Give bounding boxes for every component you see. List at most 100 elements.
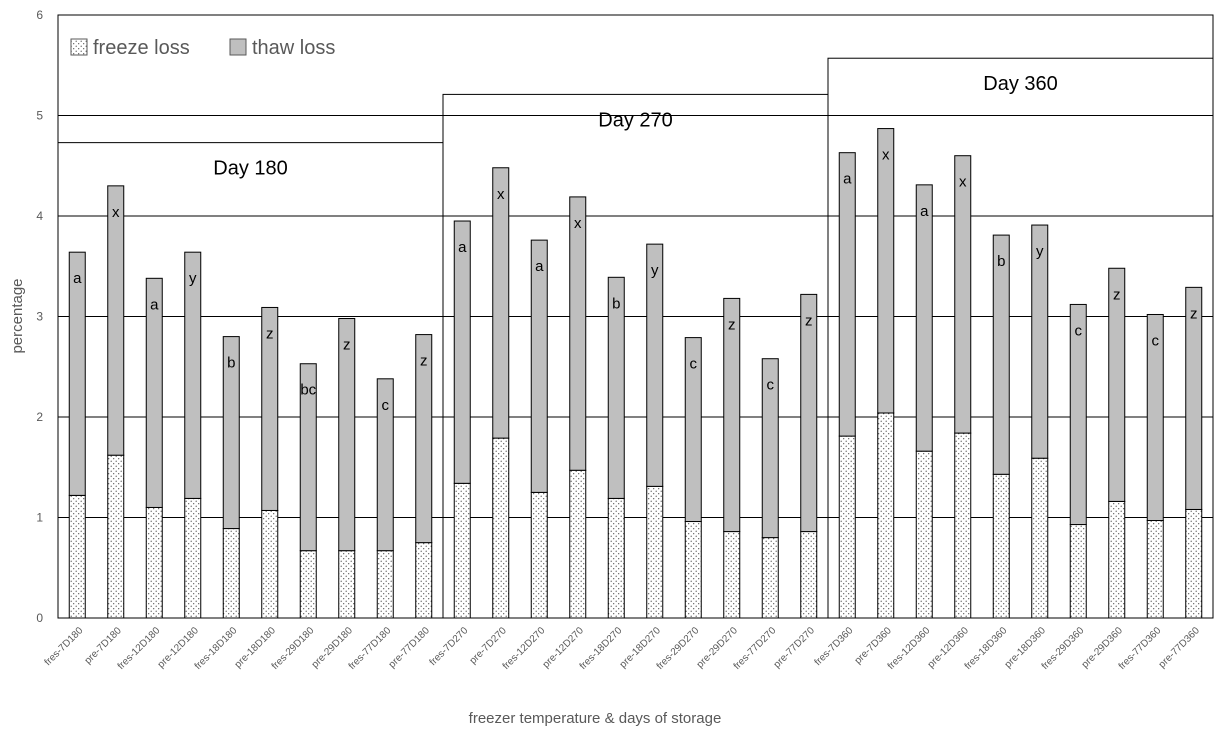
bar-thaw-loss: [992, 234, 1010, 475]
bar-freeze-loss: [607, 497, 625, 619]
x-axis-ticks: fres-7D180pre-7D180fres-12D180pre-12D180…: [43, 625, 1203, 672]
bar-letter-label: y: [1036, 243, 1044, 260]
bar-letter-label: z: [1190, 305, 1198, 322]
bar-thaw-loss: [107, 185, 125, 456]
bar-thaw-loss: [530, 239, 548, 493]
bar-letter-label: z: [343, 337, 351, 354]
bar-thaw-loss: [646, 243, 664, 487]
x-tick-label: fres-7D360: [813, 625, 856, 668]
bar-thaw-loss: [492, 167, 510, 439]
x-tick-label: pre-7D360: [853, 625, 894, 666]
bar-freeze-loss: [1108, 500, 1126, 619]
y-tick-label: 5: [36, 109, 43, 123]
bar-freeze-loss: [453, 482, 471, 619]
bars: a x a y b z bc z c z a x a x b y c z c z a x a x b y c z c z: [68, 128, 1203, 619]
x-tick-label: fres-7D270: [428, 625, 471, 668]
bar-thaw-loss: [1069, 303, 1087, 526]
x-tick-label: pre-7D270: [468, 625, 509, 666]
legend-swatch-freeze-loss: [70, 38, 88, 56]
bar-thaw-loss: [453, 220, 471, 484]
y-tick-label: 4: [36, 209, 43, 223]
bar-freeze-loss: [992, 473, 1010, 619]
bar-freeze-loss: [261, 509, 279, 619]
y-tick-label: 3: [36, 310, 43, 324]
bar-freeze-loss: [761, 537, 779, 619]
bar-thaw-loss: [761, 358, 779, 539]
legend-label-thaw-loss: thaw loss: [252, 37, 335, 59]
bar-letter-label: c: [1075, 322, 1083, 339]
bar-freeze-loss: [569, 469, 587, 619]
bar-thaw-loss: [1185, 286, 1203, 510]
bar-thaw-loss: [376, 378, 394, 552]
bar-freeze-loss: [800, 531, 818, 619]
bar-freeze-loss: [915, 450, 933, 619]
bar-freeze-loss: [1069, 524, 1087, 619]
y-tick-label: 1: [36, 511, 43, 525]
bar-thaw-loss: [1031, 224, 1049, 459]
bar-thaw-loss: [838, 152, 856, 437]
bar-freeze-loss: [1146, 520, 1164, 619]
bar-freeze-loss: [492, 437, 510, 619]
bar-freeze-loss: [68, 494, 86, 619]
bar-letter-label: x: [112, 204, 120, 221]
bar-letter-label: a: [843, 171, 852, 188]
bar-letter-label: a: [535, 258, 544, 275]
bar-freeze-loss: [877, 412, 895, 619]
bar-thaw-loss: [607, 276, 625, 499]
bar-letter-label: z: [728, 316, 736, 333]
bar-letter-label: z: [1113, 286, 1121, 303]
bar-thaw-loss: [415, 334, 433, 544]
group-title: Day 180: [213, 158, 288, 180]
bar-thaw-loss: [723, 297, 741, 533]
bar-letter-label: c: [382, 397, 390, 414]
bar-freeze-loss: [723, 531, 741, 619]
bar-thaw-loss: [299, 363, 317, 552]
bar-freeze-loss: [222, 528, 240, 619]
y-tick-label: 6: [36, 8, 43, 22]
bar-freeze-loss: [530, 491, 548, 619]
bar-freeze-loss: [299, 550, 317, 619]
bar-letter-label: b: [227, 355, 235, 372]
x-tick-label: pre-77D270: [772, 625, 817, 670]
bar-freeze-loss: [838, 435, 856, 619]
bar-letter-label: b: [997, 253, 1005, 270]
bar-freeze-loss: [646, 485, 664, 619]
bar-freeze-loss: [184, 497, 202, 619]
legend-swatch-thaw-loss: [229, 38, 247, 56]
bar-freeze-loss: [338, 550, 356, 619]
bar-freeze-loss: [1185, 508, 1203, 619]
bar-letter-label: z: [805, 312, 813, 329]
bar-letter-label: z: [266, 325, 274, 342]
bar-freeze-loss: [376, 550, 394, 619]
bar-thaw-loss: [222, 336, 240, 530]
bar-thaw-loss: [684, 337, 702, 523]
bar-thaw-loss: [1146, 313, 1164, 522]
x-tick-label: pre-77D180: [387, 625, 432, 670]
bar-thaw-loss: [184, 251, 202, 499]
bar-thaw-loss: [338, 318, 356, 552]
bar-letter-label: x: [574, 215, 582, 232]
bar-thaw-loss: [261, 306, 279, 511]
y-axis-title: percentage: [9, 278, 26, 353]
bar-letter-label: b: [612, 295, 620, 312]
bar-letter-label: x: [497, 186, 505, 203]
y-axis-ticks: 0 1 2 3 4 5 6: [36, 8, 43, 625]
bar-letter-label: x: [959, 174, 967, 191]
x-tick-label: pre-7D180: [83, 625, 124, 666]
bar-thaw-loss: [145, 277, 163, 508]
bar-letter-label: a: [458, 239, 467, 256]
bar-thaw-loss: [68, 251, 86, 496]
bar-thaw-loss: [569, 196, 587, 471]
bar-letter-label: y: [189, 270, 197, 287]
group-title: Day 270: [598, 109, 673, 131]
legend: freeze loss thaw loss: [70, 37, 335, 59]
bar-thaw-loss: [800, 293, 818, 533]
bar-freeze-loss: [415, 542, 433, 619]
bar-freeze-loss: [684, 521, 702, 619]
bar-thaw-loss: [915, 184, 933, 452]
x-axis-title: freezer temperature & days of storage: [469, 710, 722, 727]
bar-letter-label: c: [690, 356, 698, 373]
bar-letter-label: c: [767, 377, 775, 394]
bar-letter-label: a: [920, 203, 929, 220]
